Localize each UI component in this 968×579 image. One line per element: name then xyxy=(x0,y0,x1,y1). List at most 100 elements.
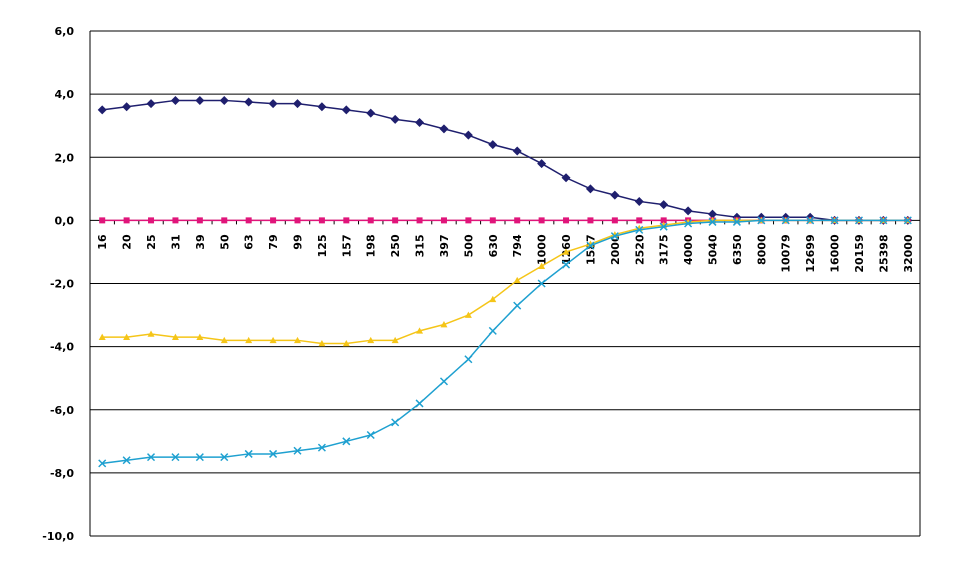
y-tick-label: -2,0 xyxy=(50,278,74,291)
data-point xyxy=(269,449,278,458)
x-tick-label: 50 xyxy=(218,234,231,250)
y-tick-label: -8,0 xyxy=(50,467,74,480)
data-point xyxy=(439,377,449,386)
data-point xyxy=(196,333,204,340)
data-point xyxy=(270,217,277,224)
data-point xyxy=(830,216,839,225)
data-point xyxy=(123,333,131,340)
data-point xyxy=(196,217,203,224)
data-point xyxy=(903,216,912,225)
x-tick-label: 25 xyxy=(145,234,158,249)
y-axis-tick-labels: 6,0 4,0 2,0 0,0 -2,0 -4,0 -6,0 -8,0 -10,0 xyxy=(42,25,74,543)
x-tick-label: 250 xyxy=(389,234,402,257)
data-point xyxy=(392,217,399,224)
data-point xyxy=(563,217,570,224)
data-point xyxy=(538,217,545,224)
data-point xyxy=(464,311,472,318)
data-point xyxy=(341,105,351,115)
data-point xyxy=(879,216,888,225)
x-tick-label: 3175 xyxy=(658,234,671,265)
data-point xyxy=(342,437,351,446)
data-point xyxy=(440,217,447,224)
data-point xyxy=(514,217,521,224)
x-tick-label: 20 xyxy=(121,234,134,250)
data-point xyxy=(146,453,156,462)
data-point xyxy=(367,336,375,344)
data-point xyxy=(635,225,644,234)
data-point xyxy=(585,184,595,194)
data-point xyxy=(146,99,156,109)
data-point xyxy=(660,217,667,224)
data-point xyxy=(147,330,155,337)
data-point xyxy=(512,146,522,156)
x-tick-label: 157 xyxy=(340,234,353,257)
data-point xyxy=(415,118,425,128)
x-tick-label: 99 xyxy=(292,234,305,249)
data-point xyxy=(293,446,302,455)
data-point xyxy=(708,209,717,219)
x-tick-label: 25398 xyxy=(877,234,890,272)
data-point xyxy=(659,200,669,210)
data-point xyxy=(317,443,326,452)
data-point xyxy=(122,102,132,112)
series-diamond xyxy=(97,95,913,225)
data-point xyxy=(488,326,497,335)
data-point xyxy=(562,248,570,255)
x-tick-label: 2520 xyxy=(633,234,646,265)
data-point xyxy=(587,217,594,224)
x-tick-label: 794 xyxy=(511,234,524,257)
data-point xyxy=(806,216,815,225)
data-point xyxy=(318,339,326,347)
series-line xyxy=(102,219,908,465)
data-point xyxy=(268,99,278,109)
data-point xyxy=(538,262,546,269)
data-point xyxy=(465,217,472,224)
data-point xyxy=(317,102,327,112)
data-point xyxy=(98,333,106,340)
x-tick-label: 315 xyxy=(414,234,427,257)
grid-lines xyxy=(90,30,920,537)
data-point xyxy=(294,336,301,344)
x-tick-label: 16 xyxy=(96,234,109,250)
x-tick-label: 125 xyxy=(316,234,329,257)
x-tick-label: 16000 xyxy=(829,234,842,273)
data-point xyxy=(636,217,643,224)
data-point xyxy=(123,217,130,224)
x-tick-label: 63 xyxy=(243,234,256,249)
data-point xyxy=(219,95,229,105)
x-axis-tick-labels: 16 20 25 31 39 50 63 79 99 125 157 198 250 315 397 500 6… xyxy=(96,234,915,273)
x-tick-label: 397 xyxy=(438,234,451,257)
x-tick-label: 5040 xyxy=(707,234,720,265)
x-tick-label: 12699 xyxy=(804,234,817,272)
y-tick-label: 4,0 xyxy=(55,88,75,101)
data-point xyxy=(220,336,228,344)
data-point xyxy=(195,453,204,462)
x-tick-label: 1000 xyxy=(536,234,549,265)
data-point xyxy=(244,449,253,458)
y-tick-label: 0,0 xyxy=(55,214,75,227)
data-point xyxy=(390,114,400,124)
data-point xyxy=(683,206,693,216)
data-point xyxy=(97,105,107,115)
data-point xyxy=(416,327,424,334)
data-point xyxy=(342,339,350,347)
data-point xyxy=(171,333,179,340)
data-point xyxy=(244,97,254,107)
data-point xyxy=(172,217,179,224)
data-point xyxy=(463,130,473,140)
axes xyxy=(89,31,921,536)
data-point xyxy=(416,217,423,224)
data-point xyxy=(294,217,301,224)
x-tick-label: 20159 xyxy=(853,234,866,272)
x-tick-label: 32000 xyxy=(902,234,915,273)
data-point xyxy=(634,196,644,206)
data-point xyxy=(221,217,228,224)
x-tick-label: 6350 xyxy=(731,234,744,265)
y-tick-label: -6,0 xyxy=(50,404,74,417)
data-point xyxy=(98,459,107,468)
data-point xyxy=(293,99,302,109)
x-tick-label: 2000 xyxy=(609,234,622,265)
y-tick-label: 2,0 xyxy=(55,151,75,164)
y-tick-label: -10,0 xyxy=(42,530,74,543)
